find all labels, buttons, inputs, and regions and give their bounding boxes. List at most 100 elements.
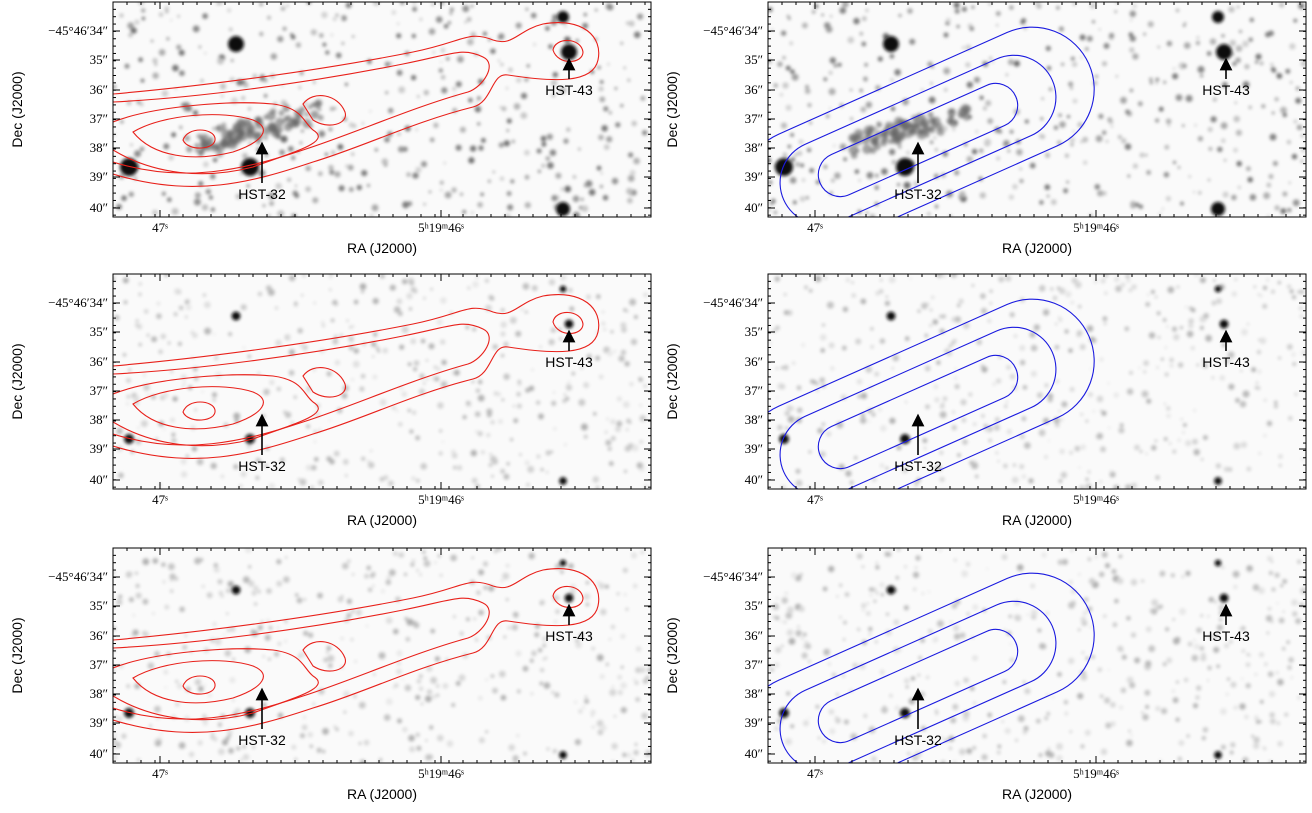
- blob: [1291, 295, 1297, 300]
- blob: [1057, 140, 1062, 145]
- blob: [1179, 608, 1186, 615]
- blob: [314, 457, 319, 462]
- blob: [1095, 75, 1098, 78]
- blob: [1281, 646, 1286, 651]
- blob: [976, 339, 982, 345]
- blob: [499, 106, 502, 109]
- blob: [361, 122, 364, 125]
- blob: [1270, 63, 1274, 66]
- blob: [141, 16, 146, 21]
- blob: [774, 662, 780, 668]
- blob: [347, 559, 351, 563]
- blob: [1193, 274, 1200, 278]
- blob: [1242, 757, 1249, 763]
- blob: [934, 136, 937, 140]
- y-tick-label: 38″: [90, 686, 108, 701]
- red-contour: [302, 367, 346, 398]
- blob: [962, 439, 968, 445]
- star: [1219, 593, 1229, 603]
- blob: [1129, 10, 1136, 17]
- blob: [860, 298, 867, 305]
- blob: [927, 590, 930, 593]
- blob: [325, 50, 330, 55]
- image-bg: [768, 548, 1306, 763]
- blob: [617, 674, 622, 680]
- blob: [953, 376, 958, 380]
- blob: [513, 103, 521, 110]
- blob: [620, 665, 624, 669]
- blob: [505, 598, 509, 601]
- blob: [158, 349, 163, 355]
- blob: [624, 361, 630, 367]
- blob: [1057, 316, 1062, 320]
- blob: [313, 440, 317, 443]
- blob: [599, 674, 605, 680]
- y-tick-label: 36″: [745, 354, 763, 369]
- star: [779, 434, 789, 444]
- blob: [949, 746, 952, 750]
- blob: [613, 715, 617, 718]
- blob: [1252, 742, 1260, 750]
- image-bg: [113, 274, 651, 489]
- blob: [1058, 479, 1063, 483]
- blob: [288, 370, 295, 376]
- galaxy-blob: [935, 122, 944, 131]
- blob: [146, 393, 150, 397]
- blob: [149, 724, 152, 728]
- blob: [1299, 289, 1305, 295]
- blob: [836, 693, 839, 696]
- blob: [1132, 163, 1138, 169]
- blob: [564, 185, 571, 193]
- blob: [257, 291, 263, 297]
- blob: [567, 380, 571, 384]
- blob: [1171, 326, 1178, 332]
- blob: [640, 550, 645, 555]
- blob: [397, 311, 403, 317]
- blob: [874, 640, 878, 644]
- blob: [601, 321, 606, 326]
- blob: [470, 211, 474, 215]
- blob: [540, 668, 545, 673]
- blob: [451, 703, 456, 707]
- blob: [894, 69, 901, 76]
- blob: [1080, 674, 1088, 681]
- y-tick-label: 39″: [90, 715, 108, 730]
- blob: [360, 374, 366, 379]
- blob: [373, 332, 378, 337]
- blob: [234, 708, 241, 714]
- blob: [623, 66, 626, 69]
- blob: [1107, 382, 1110, 385]
- blob: [790, 133, 794, 137]
- blob: [548, 44, 553, 49]
- blob: [1241, 649, 1246, 653]
- galaxy-blob: [235, 133, 244, 142]
- blob: [490, 412, 493, 415]
- blob: [903, 678, 910, 684]
- blob: [826, 431, 832, 437]
- blob: [959, 632, 966, 639]
- frame: [112, 1, 652, 218]
- blob: [428, 190, 432, 193]
- blob: [1168, 442, 1172, 445]
- blob: [942, 274, 947, 278]
- blob: [327, 663, 333, 669]
- blob: [601, 125, 608, 132]
- blob: [1069, 137, 1076, 143]
- blob: [1247, 177, 1253, 183]
- blob: [866, 602, 869, 605]
- blob: [784, 293, 787, 296]
- blob: [504, 213, 512, 217]
- blob: [1297, 559, 1301, 564]
- blob: [401, 391, 407, 397]
- blob: [784, 410, 790, 417]
- blob: [939, 450, 944, 455]
- blob: [1130, 733, 1133, 737]
- blob: [871, 412, 876, 417]
- annotation: HST-43: [545, 354, 593, 370]
- blob: [226, 628, 231, 632]
- blob: [932, 319, 938, 325]
- sky-image: [768, 548, 1306, 763]
- blob: [943, 67, 951, 75]
- blob: [510, 179, 515, 184]
- blob: [503, 140, 510, 147]
